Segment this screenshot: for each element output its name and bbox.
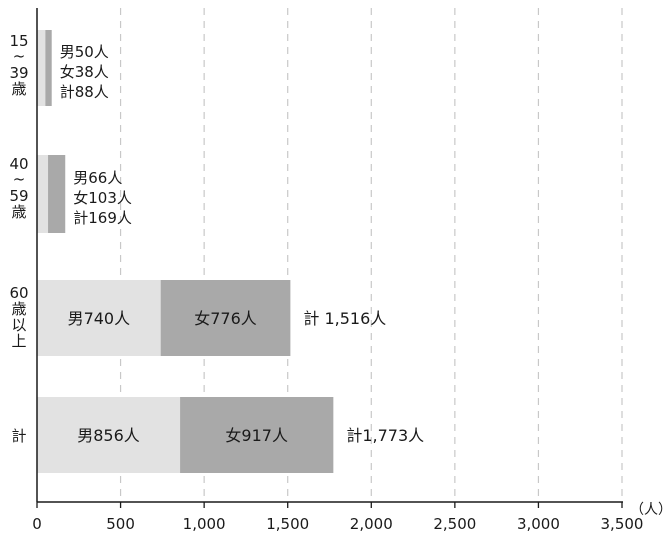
- data-label-male: 男740人: [68, 309, 131, 328]
- data-label-total: 計1,773人: [346, 426, 424, 445]
- x-tick-label: 2,000: [350, 515, 393, 533]
- bar-male: [37, 155, 49, 233]
- category-label: 以: [11, 316, 26, 334]
- category-label: ~: [13, 170, 26, 188]
- category-label: 59: [9, 187, 28, 205]
- x-tick-label: 1,000: [183, 515, 226, 533]
- category-label: 39: [9, 64, 28, 82]
- data-label: 女103人: [73, 189, 132, 207]
- category-label: 歳: [11, 203, 26, 221]
- bar-female: [180, 397, 334, 473]
- category-label: 上: [11, 332, 26, 350]
- category-label: 計: [11, 427, 26, 445]
- x-unit-label: （人）: [630, 502, 665, 518]
- data-label: 女38人: [60, 63, 109, 81]
- data-label-male: 男856人: [77, 426, 140, 445]
- bar-male: [37, 280, 161, 356]
- x-tick-label: 0: [32, 515, 42, 533]
- bar-male: [37, 397, 181, 473]
- x-tick-label: 3,500: [601, 515, 644, 533]
- x-tick-label: 3,000: [517, 515, 560, 533]
- x-tick-label: 1,500: [266, 515, 309, 533]
- data-label-female: 女917人: [225, 426, 288, 445]
- category-label: 歳: [11, 300, 26, 318]
- data-label: 男50人: [60, 43, 109, 61]
- data-label: 計88人: [60, 83, 109, 101]
- category-label: ~: [13, 47, 26, 65]
- category-label: 歳: [11, 80, 26, 98]
- bar-male: [37, 30, 46, 106]
- category-label: 40: [9, 155, 28, 173]
- data-label-female: 女776人: [194, 309, 257, 328]
- bar-female: [48, 155, 66, 233]
- bar-female: [160, 280, 291, 356]
- x-tick-label: 2,500: [433, 515, 476, 533]
- data-label: 男66人: [73, 169, 122, 187]
- data-label: 計169人: [73, 209, 132, 227]
- category-label: 15: [9, 32, 28, 50]
- x-tick-label: 500: [106, 515, 135, 533]
- bar-female: [45, 30, 52, 106]
- category-label: 60: [9, 284, 28, 302]
- data-label-total: 計 1,516人: [303, 309, 386, 328]
